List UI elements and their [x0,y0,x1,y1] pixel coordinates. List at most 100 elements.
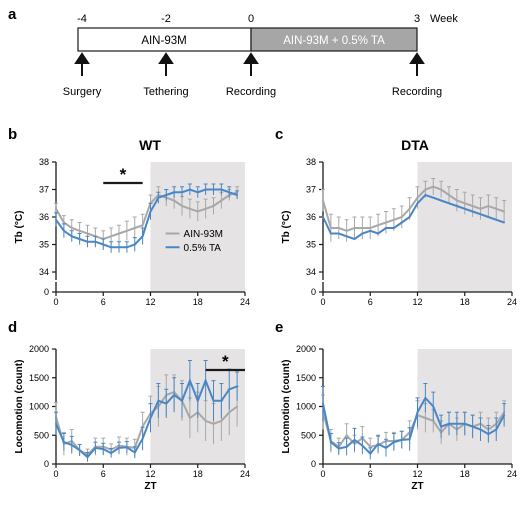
chart-b-point-ta [62,229,65,232]
chart-b-point-ta [149,210,152,213]
chart-e-dta-locomotion: 0 500 1000 1500 2000 Locomotion (count) 0 6 12 18… [281,344,517,492]
chart-c-point-ain93m [369,227,372,229]
chart-c-point-ta [432,196,435,199]
chart-c-point-ta [377,232,380,235]
chart-b-point-ta [157,196,160,199]
chart-e-point-ta [377,442,380,445]
chart-b-point-ta [55,218,57,221]
chart-c-point-ta [400,221,403,224]
chart-d-point-ta [181,399,183,402]
chart-c-point-ta [345,235,348,238]
chart-d-point-ta [118,447,120,449]
chart-e-point-ta [416,411,419,414]
chart-c-y-tick-label: 38 [306,157,316,167]
chart-c-point-ain93m [392,218,395,221]
chart-b-point-ta [236,194,239,196]
chart-b-x-tick-label: 0 [53,297,58,307]
chart-d-wt-locomotion: 0 500 1000 1500 2000 Locomotion (count) 0 6 12 18… [14,344,250,492]
chart-b-y-tick-label: 38 [39,157,49,167]
chart-b-y-tick-label-break: 0 [44,287,49,297]
chart-c-y-tick-label: 34 [306,267,316,277]
chart-c-point-ta [440,199,443,202]
chart-e-point-ta [353,438,356,441]
timeline-box-treatment [250,27,418,52]
chart-e-point-ta [479,428,482,431]
chart-c-point-ain93m [424,188,427,191]
chart-b-title: WT [139,137,161,153]
timeline-tick-4: 3 [414,13,420,25]
chart-d-x-axis-label: ZT [144,481,156,492]
chart-e-point-ta [471,425,474,428]
chart-d-point-ta [55,422,57,425]
chart-b-x-tick-label: 24 [240,297,250,307]
chart-e-point-ta [487,433,490,435]
chart-e-x-axis-label: ZT [411,481,423,492]
chart-b-point-ta [86,240,89,243]
chart-c-point-ain93m [377,224,380,227]
chart-d-point-ta [212,399,215,402]
chart-e-point-ta [337,447,340,450]
chart-c-point-ain93m [322,199,324,202]
chart-c-point-ain93m [487,205,490,207]
chart-b-x-tick-label: 18 [193,297,203,307]
chart-d-point-ta [141,437,144,440]
chart-c-x-tick-label: 0 [320,297,325,307]
chart-c-point-ta [416,202,419,205]
chart-c-point-ta [487,216,490,218]
chart-e-point-ta [400,438,403,441]
chart-b-point-ta [78,238,81,240]
timeline-tick-3: 0 [248,13,254,25]
chart-d-point-ain93m [220,419,223,422]
chart-c-point-ain93m [400,216,403,218]
chart-b-point-ta [141,235,144,238]
chart-b-legend-label: AIN-93M [184,229,223,240]
chart-b-x-tick-label: 6 [101,297,106,307]
chart-d-point-ain93m [236,405,239,408]
chart-d-x-tick-label: 6 [101,469,106,479]
chart-e-x-tick-label: 18 [460,469,470,479]
timeline-event-2: Tethering [143,86,188,98]
panel-label-d: d [8,319,17,336]
chart-e-point-ta [503,414,506,417]
chart-c-point-ta [408,216,411,218]
chart-b-point-ta [133,243,136,246]
chart-e-dark-phase-shading [417,349,512,464]
chart-e-point-ta [424,396,427,399]
chart-b-point-ta [118,246,120,249]
chart-b-point-ta [70,235,73,238]
chart-e-point-ta [369,452,372,455]
chart-c-y-tick-label-break: 0 [311,287,316,297]
chart-c-point-ta [503,221,506,224]
chart-b-point-ain93m [62,221,65,224]
chart-b-point-ta [204,188,207,191]
chart-b-point-ain93m [204,207,207,210]
chart-d-point-ta [157,399,160,402]
chart-d-point-ta [173,394,176,396]
chart-d-point-ta [62,441,65,444]
chart-e-y-tick-label: 500 [301,430,316,440]
chart-c-point-ain93m [329,227,332,229]
timeline-event-4: Recording [392,86,442,98]
chart-b-legend-label: 0.5% TA [184,243,222,254]
chart-b-point-ain93m [78,229,81,232]
chart-d-y-tick-label: 1000 [29,402,49,412]
chart-c-x-tick-label: 18 [460,297,470,307]
chart-d-point-ta [149,417,152,419]
chart-b-point-ta [228,191,231,194]
chart-b-point-ain93m [220,199,223,202]
chart-e-point-ta [455,422,458,425]
chart-c-point-ain93m [408,207,411,210]
chart-e-point-ta [408,438,411,441]
chart-c-x-tick-label: 6 [368,297,373,307]
chart-d-line-ain93m [55,390,238,457]
chart-e-point-ta [361,444,364,447]
chart-c-point-ain93m [463,202,466,205]
chart-c-point-ta [455,205,458,207]
chart-b-dark-phase-shading [150,162,245,292]
timeline-event-1: Surgery [63,86,102,98]
chart-b-point-ain93m [133,227,136,229]
chart-d-point-ta [70,444,73,446]
chart-b-point-ain93m [196,210,199,213]
chart-c-point-ta [337,232,340,235]
